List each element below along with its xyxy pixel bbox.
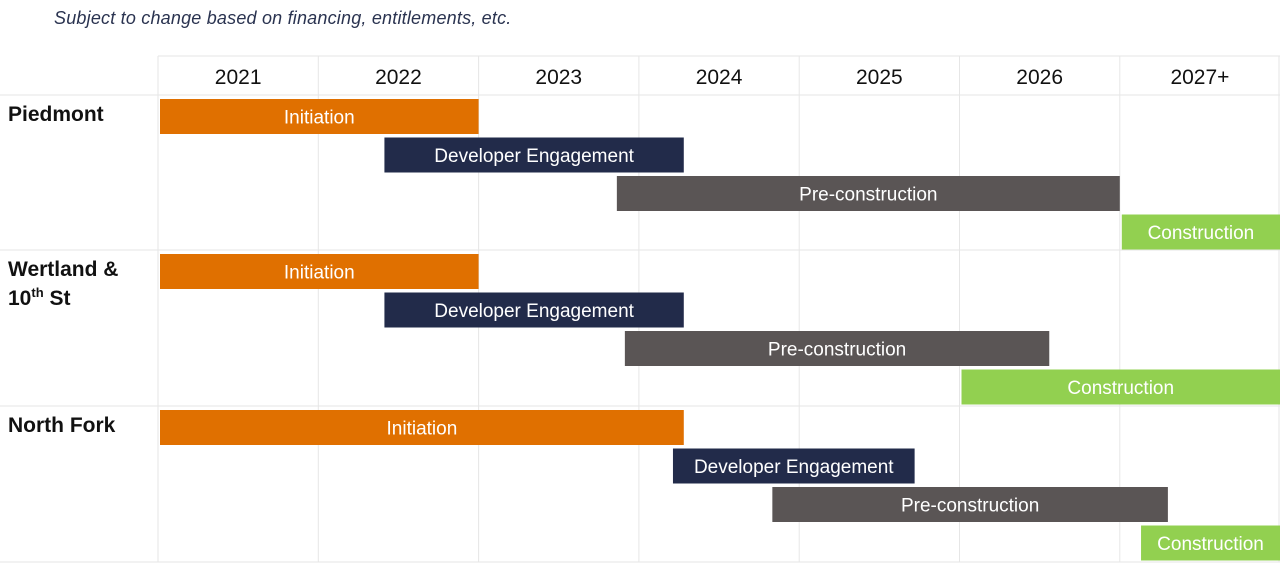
phase-label: Initiation [387, 419, 458, 440]
phase-bar [1141, 525, 1280, 561]
year-label: 2021 [215, 66, 262, 89]
project-label: North Fork [8, 414, 116, 437]
phase-label: Construction [1148, 223, 1255, 244]
project-label: 10th St [8, 285, 70, 310]
phase-bar [160, 410, 684, 445]
phase-bar [160, 99, 479, 134]
year-label: 2023 [535, 66, 582, 89]
phase-label: Initiation [284, 263, 355, 284]
phase-label: Pre-construction [768, 340, 906, 361]
year-label: 2022 [375, 66, 422, 89]
phase-bar [961, 369, 1280, 405]
year-label: 2025 [856, 66, 903, 89]
year-label: 2024 [696, 66, 743, 89]
phase-label: Developer Engagement [434, 301, 634, 322]
phase-bar [160, 254, 479, 289]
phase-bar [772, 487, 1168, 522]
phase-bar [1121, 214, 1280, 250]
phase-label: Pre-construction [799, 185, 937, 206]
phase-label: Construction [1157, 534, 1264, 555]
phase-bar [624, 331, 1050, 366]
phase-label: Developer Engagement [434, 146, 634, 167]
project-label: Piedmont [8, 103, 104, 126]
phase-label: Pre-construction [901, 496, 1039, 517]
phase-bar [384, 292, 684, 328]
phase-bar [384, 137, 684, 173]
phase-bar [672, 448, 915, 484]
phase-bar [616, 176, 1120, 211]
phase-label: Developer Engagement [694, 457, 894, 478]
year-label: 2026 [1016, 66, 1063, 89]
phase-label: Construction [1067, 378, 1174, 399]
phase-label: Initiation [284, 108, 355, 129]
chart-note: Subject to change based on financing, en… [54, 8, 512, 28]
year-label: 2027+ [1170, 66, 1229, 89]
project-label: Wertland & [8, 258, 118, 281]
